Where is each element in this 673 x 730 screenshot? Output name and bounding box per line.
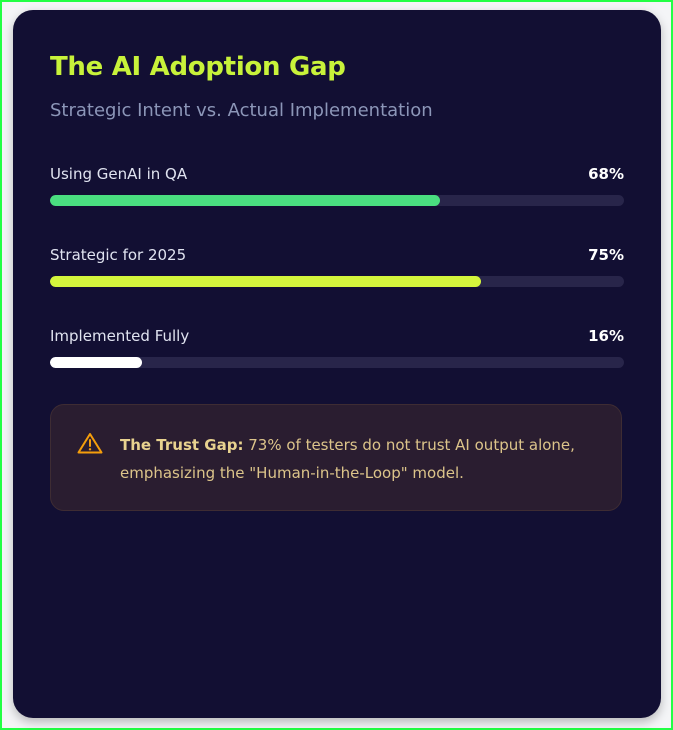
metric-label: Strategic for 2025: [50, 246, 187, 264]
progress-fill: [50, 357, 142, 368]
metric-strategic-2025: Strategic for 2025 75%: [50, 246, 624, 287]
alert-text: The Trust Gap: 73% of testers do not tru…: [120, 431, 610, 487]
metric-value: 16%: [588, 327, 624, 345]
metric-label: Implemented Fully: [50, 327, 190, 345]
adoption-gap-card: The AI Adoption Gap Strategic Intent vs.…: [13, 10, 661, 718]
alert-heading: The Trust Gap:: [120, 436, 244, 454]
card-subtitle: Strategic Intent vs. Actual Implementati…: [50, 100, 433, 121]
metric-label: Using GenAI in QA: [50, 165, 188, 183]
progress-track: [50, 195, 624, 206]
trust-gap-alert: The Trust Gap: 73% of testers do not tru…: [50, 404, 622, 511]
metric-value: 75%: [588, 246, 624, 264]
progress-fill: [50, 276, 481, 287]
metric-value: 68%: [588, 165, 624, 183]
alert-body: 73% of testers do not trust AI output al…: [120, 436, 575, 482]
metric-using-genai: Using GenAI in QA 68%: [50, 165, 624, 206]
metric-implemented-fully: Implemented Fully 16%: [50, 327, 624, 368]
card-title: The AI Adoption Gap: [50, 52, 346, 82]
progress-fill: [50, 195, 441, 206]
warning-triangle-icon: [77, 433, 103, 454]
progress-track: [50, 276, 624, 287]
progress-track: [50, 357, 624, 368]
